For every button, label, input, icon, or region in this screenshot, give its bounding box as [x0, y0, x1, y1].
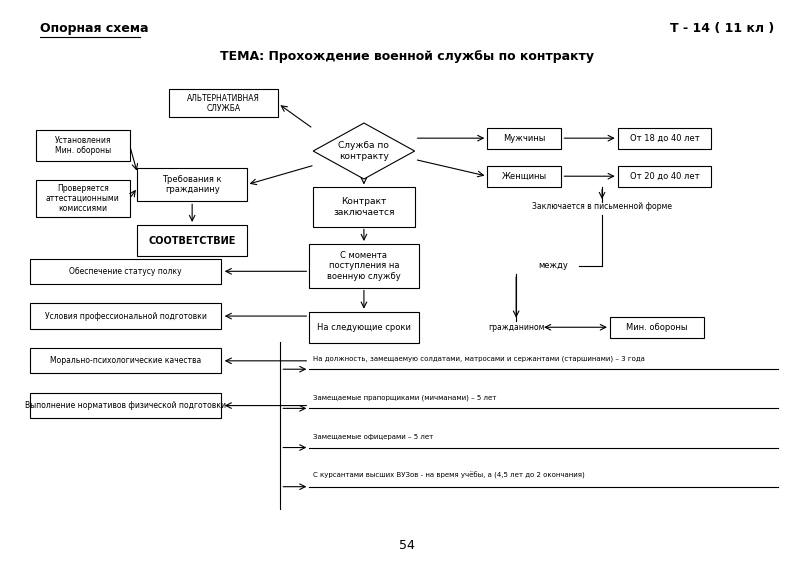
- Text: Обеспечение статусу полку: Обеспечение статусу полку: [70, 267, 182, 276]
- Text: Замещаемые прапорщиками (мичманами) – 5 лет: Замещаемые прапорщиками (мичманами) – 5 …: [313, 394, 497, 401]
- Text: Требования к
гражданину: Требования к гражданину: [162, 175, 222, 194]
- Text: Морально-психологические качества: Морально-психологические качества: [50, 357, 202, 366]
- Text: От 20 до 40 лет: От 20 до 40 лет: [630, 172, 699, 181]
- Text: АЛЬТЕРНАТИВНАЯ
СЛУЖБА: АЛЬТЕРНАТИВНАЯ СЛУЖБА: [187, 94, 260, 113]
- Text: Мин. обороны: Мин. обороны: [626, 323, 687, 332]
- Text: На следующие сроки: На следующие сроки: [317, 323, 411, 332]
- Text: Установления
Мин. обороны: Установления Мин. обороны: [54, 136, 111, 155]
- Text: Женщины: Женщины: [502, 172, 546, 181]
- Text: Проверяется
аттестационными
комиссиями: Проверяется аттестационными комиссиями: [46, 184, 120, 214]
- FancyBboxPatch shape: [30, 303, 222, 329]
- Text: СООТВЕТСТВИЕ: СООТВЕТСТВИЕ: [149, 236, 236, 246]
- Text: Заключается в письменной форме: Заключается в письменной форме: [532, 202, 672, 211]
- FancyBboxPatch shape: [36, 180, 130, 217]
- Polygon shape: [313, 123, 414, 179]
- FancyBboxPatch shape: [487, 166, 561, 187]
- FancyBboxPatch shape: [310, 312, 418, 342]
- Text: От 18 до 40 лет: От 18 до 40 лет: [630, 134, 699, 143]
- Text: С курсантами высших ВУЗов - на время учёбы, а (4,5 лет до 2 окончания): С курсантами высших ВУЗов - на время учё…: [313, 472, 585, 480]
- FancyBboxPatch shape: [138, 225, 246, 256]
- FancyBboxPatch shape: [618, 166, 711, 187]
- Text: Служба по
контракту: Служба по контракту: [338, 141, 390, 160]
- FancyBboxPatch shape: [30, 259, 222, 284]
- Text: Опорная схема: Опорная схема: [40, 23, 149, 36]
- Text: гражданином: гражданином: [488, 323, 545, 332]
- FancyBboxPatch shape: [618, 128, 711, 149]
- FancyBboxPatch shape: [36, 130, 130, 161]
- Text: Мужчины: Мужчины: [502, 134, 545, 143]
- FancyBboxPatch shape: [169, 89, 278, 118]
- FancyBboxPatch shape: [313, 188, 414, 227]
- Text: ТЕМА: Прохождение военной службы по контракту: ТЕМА: Прохождение военной службы по конт…: [220, 50, 594, 63]
- Text: С момента
поступления на
военную службу: С момента поступления на военную службу: [327, 251, 401, 281]
- FancyBboxPatch shape: [610, 316, 703, 338]
- Text: 54: 54: [399, 539, 414, 552]
- Text: Замещаемые офицерами – 5 лет: Замещаемые офицерами – 5 лет: [313, 434, 434, 440]
- Text: Т - 14 ( 11 кл ): Т - 14 ( 11 кл ): [670, 23, 774, 36]
- Text: На должность, замещаемую солдатами, матросами и сержантами (старшинами) – 3 года: На должность, замещаемую солдатами, матр…: [313, 355, 645, 362]
- Text: между: между: [538, 261, 569, 270]
- Text: Условия профессиональной подготовки: Условия профессиональной подготовки: [45, 311, 206, 320]
- FancyBboxPatch shape: [138, 168, 246, 201]
- Text: Контракт
заключается: Контракт заключается: [333, 197, 394, 216]
- FancyBboxPatch shape: [310, 244, 418, 288]
- FancyBboxPatch shape: [30, 393, 222, 418]
- FancyBboxPatch shape: [30, 348, 222, 373]
- FancyBboxPatch shape: [487, 128, 561, 149]
- Text: Выполнение нормативов физической подготовки: Выполнение нормативов физической подгото…: [26, 401, 226, 410]
